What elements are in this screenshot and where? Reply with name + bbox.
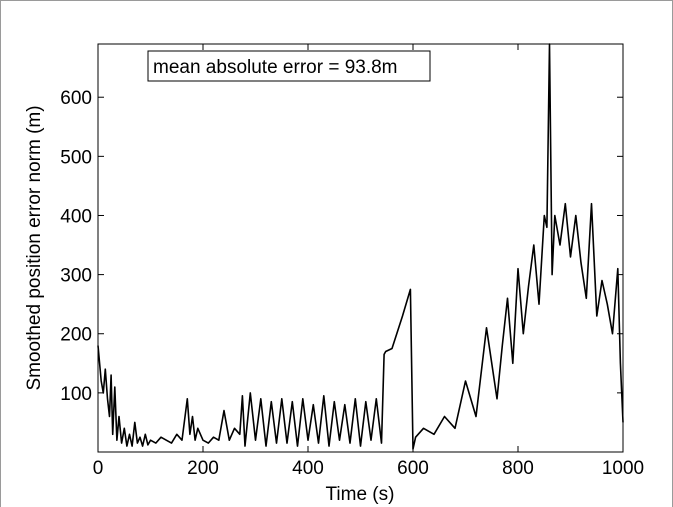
y-tick-label: 100 (60, 384, 92, 405)
x-tick-label: 600 (397, 458, 429, 479)
y-tick-label: 600 (60, 88, 92, 109)
y-tick-label: 300 (60, 266, 92, 287)
y-tick-label: 400 (60, 206, 92, 227)
x-tick-label: 1000 (602, 458, 644, 479)
x-tick-label: 800 (502, 458, 534, 479)
axes-box (98, 44, 623, 452)
x-tick-label: 400 (292, 458, 324, 479)
plot-area: 0 200 400 600 800 1000 100 200 300 400 500 600 (60, 44, 644, 479)
y-axis-label: Smoothed position error norm (m) (24, 105, 45, 390)
x-axis-label: Time (s) (326, 484, 395, 505)
y-tick-label: 200 (60, 325, 92, 346)
annotation-box: mean absolute error = 93.8m (148, 51, 430, 81)
y-tick-label: 500 (60, 147, 92, 168)
x-tick-label: 0 (93, 458, 104, 479)
annotation-text: mean absolute error = 93.8m (153, 57, 398, 78)
x-tick-label: 200 (187, 458, 219, 479)
